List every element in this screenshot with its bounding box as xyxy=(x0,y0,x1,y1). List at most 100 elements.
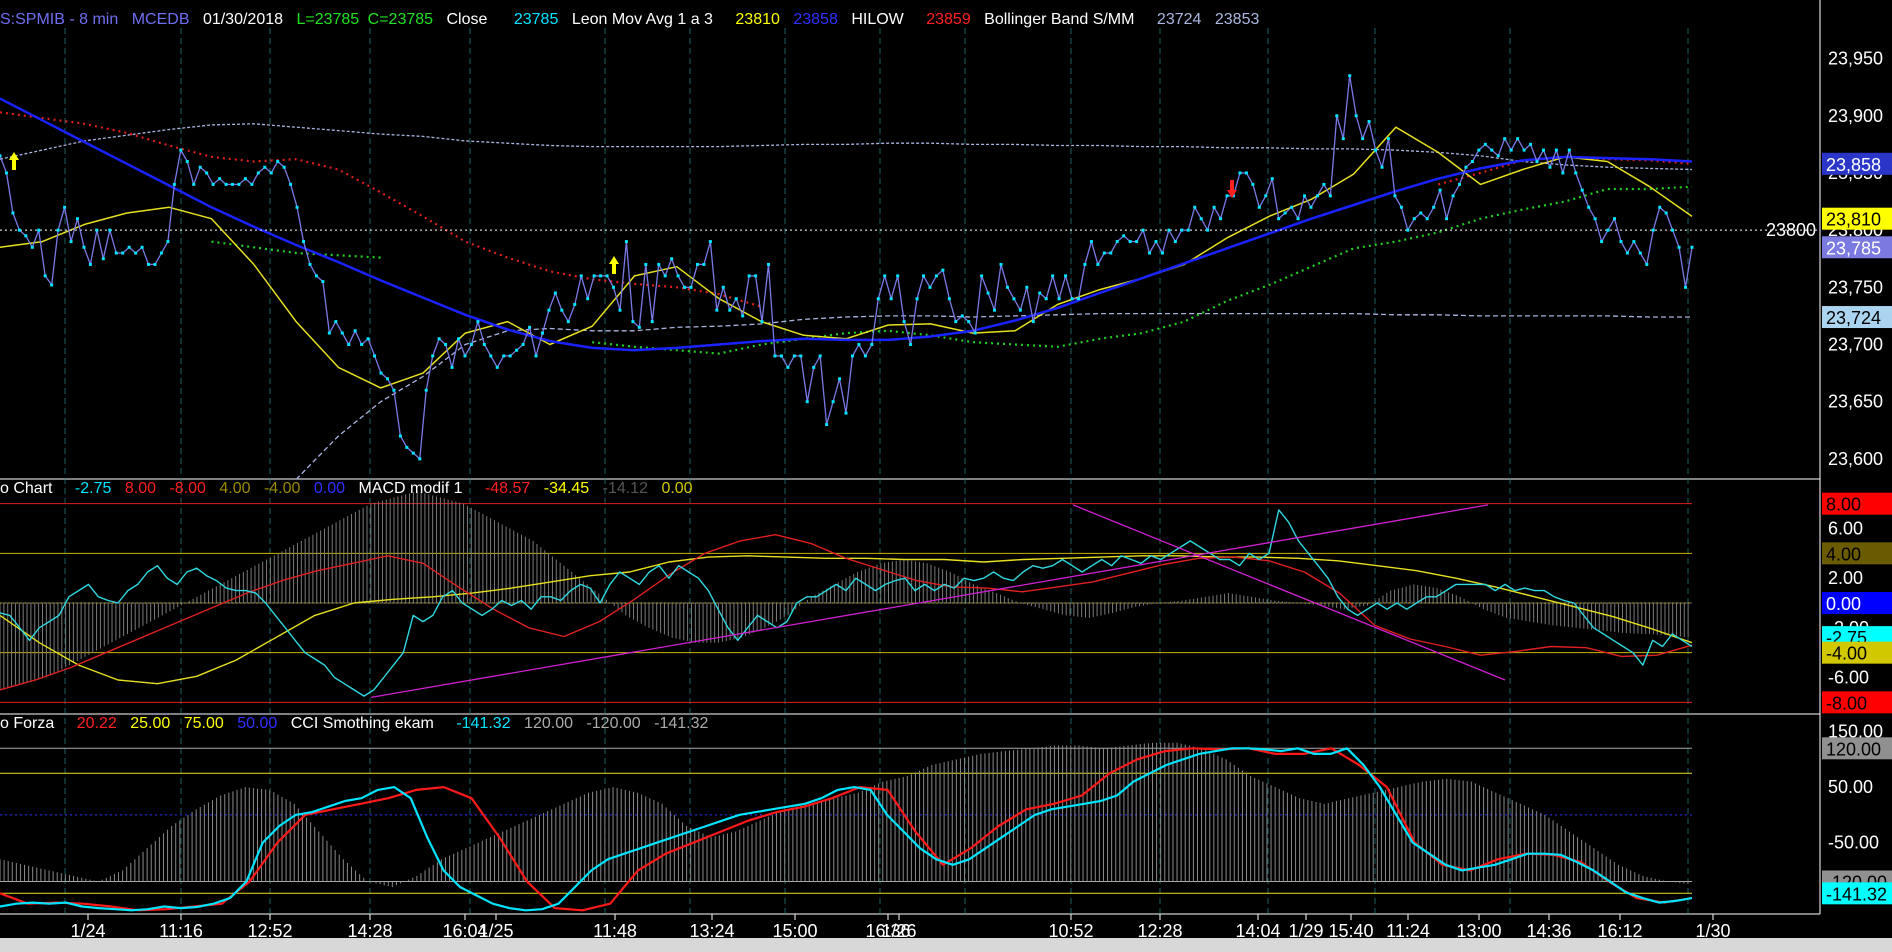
close-price-point xyxy=(624,240,628,244)
close-price-point xyxy=(1548,165,1552,169)
close-price-point xyxy=(1386,137,1390,141)
close-price-point xyxy=(1496,154,1500,158)
bb-label: Bollinger Band S/MM xyxy=(984,11,1135,28)
close-price-point xyxy=(812,365,816,369)
close-price-point xyxy=(1348,74,1352,78)
close-price-point xyxy=(134,251,138,255)
macd-value-1: -2.75 xyxy=(74,480,112,497)
close-price-point xyxy=(198,165,202,169)
close-price-point xyxy=(224,182,228,186)
cci-label: CCI Smothing ekam xyxy=(290,715,434,732)
close-price-point xyxy=(321,280,325,284)
close-price-point xyxy=(773,354,777,358)
time-axis-label: 14:36 xyxy=(1526,921,1571,941)
close-price-point xyxy=(192,182,196,186)
close-price-point xyxy=(747,274,751,278)
close-price-point xyxy=(870,342,874,346)
time-axis-label: 1/26 xyxy=(881,921,916,941)
close-price-point xyxy=(1283,211,1287,215)
time-axis-label: 14:28 xyxy=(347,921,392,941)
close-eq-value: C=23785 xyxy=(367,11,434,28)
close-price-point xyxy=(302,240,306,244)
time-axis-label: 15:40 xyxy=(1328,921,1373,941)
price-axis-tag-bg xyxy=(1822,236,1892,259)
close-price-point xyxy=(902,320,906,324)
symbol-label: S:SPMIB - 8 min xyxy=(0,11,119,28)
close-price-point xyxy=(889,297,893,301)
close-price-point xyxy=(805,400,809,404)
macd-trendline xyxy=(1072,504,1506,681)
close-price-point xyxy=(708,240,712,244)
close-price-point xyxy=(424,388,428,392)
close-price-point xyxy=(108,228,112,232)
cci-value-1: -141.32 xyxy=(456,715,511,732)
close-price-point xyxy=(0,154,2,158)
close-price-point xyxy=(573,302,577,306)
close-price-point xyxy=(140,245,144,249)
close-price-point xyxy=(263,165,267,169)
close-price-point xyxy=(721,285,725,289)
close-price-point xyxy=(566,320,570,324)
close-value: 23785 xyxy=(513,11,559,28)
close-price-point xyxy=(69,240,73,244)
price-panel-header: S:SPMIB - 8 min MCEDB 01/30/2018 L=23785… xyxy=(0,9,1268,31)
close-price-point xyxy=(818,354,822,358)
macd-red-line xyxy=(0,534,1693,691)
close-price-point xyxy=(1483,142,1487,146)
close-price-point xyxy=(683,285,687,289)
close-price-point xyxy=(1290,205,1294,209)
close-price-point xyxy=(476,320,480,324)
close-price-point xyxy=(353,329,357,333)
close-price-point xyxy=(921,274,925,278)
forza-value-3: 75.00 xyxy=(183,715,224,732)
close-price-point xyxy=(586,297,590,301)
close-price-point xyxy=(637,325,641,329)
macd-axis-tag: -4.00 xyxy=(1826,644,1867,664)
close-price-point xyxy=(1238,171,1242,175)
close-price-point xyxy=(631,320,635,324)
close-price-point xyxy=(1503,137,1507,141)
cci-value-2: 120.00 xyxy=(524,715,573,732)
close-price-point xyxy=(1690,245,1694,249)
macd-value-5: -4.00 xyxy=(263,480,301,497)
close-price-point xyxy=(792,354,796,358)
close-price-point xyxy=(1671,228,1675,232)
close-price-point xyxy=(1406,228,1410,232)
close-price-point xyxy=(276,160,280,164)
close-price-point xyxy=(230,182,234,186)
close-price-point xyxy=(463,354,467,358)
close-price-point xyxy=(657,262,661,266)
close-price-point xyxy=(366,337,370,341)
close-price-point xyxy=(934,274,938,278)
close-price-point xyxy=(1089,240,1093,244)
close-price-point xyxy=(1516,137,1520,141)
close-price-point xyxy=(153,262,157,266)
time-axis-label: 15:00 xyxy=(772,921,817,941)
cci-axis-tag-bg xyxy=(1822,737,1892,760)
close-price-point xyxy=(1031,320,1035,324)
cci-value-4: -141.32 xyxy=(654,715,709,732)
price-axis-tag-bg xyxy=(1822,152,1892,175)
close-price-point xyxy=(838,377,842,381)
macd-axis-tag: -8.00 xyxy=(1826,693,1867,713)
macd-tick-label: 2.00 xyxy=(1828,568,1863,588)
close-price-point xyxy=(1412,217,1416,221)
cci-histogram-bar-group xyxy=(0,742,1689,888)
close-price-point xyxy=(1393,194,1397,198)
close-price-point xyxy=(528,325,532,329)
macd-panel-header: o Chart -2.75 8.00 -8.00 4.00 -4.00 0.00… xyxy=(0,478,702,500)
close-price-point xyxy=(1186,228,1190,232)
close-price-point xyxy=(767,262,771,266)
close-price-point xyxy=(1664,211,1668,215)
close-price-point xyxy=(1025,285,1029,289)
close-price-point xyxy=(334,320,338,324)
close-price-point xyxy=(1005,285,1009,289)
macd-axis-tag: 4.00 xyxy=(1826,544,1861,564)
cci-red-line xyxy=(0,747,1693,912)
close-price-point xyxy=(250,182,254,186)
close-price-point xyxy=(1083,262,1087,266)
close-price-point xyxy=(1180,228,1184,232)
close-price-point xyxy=(850,354,854,358)
close-price-point xyxy=(82,245,86,249)
